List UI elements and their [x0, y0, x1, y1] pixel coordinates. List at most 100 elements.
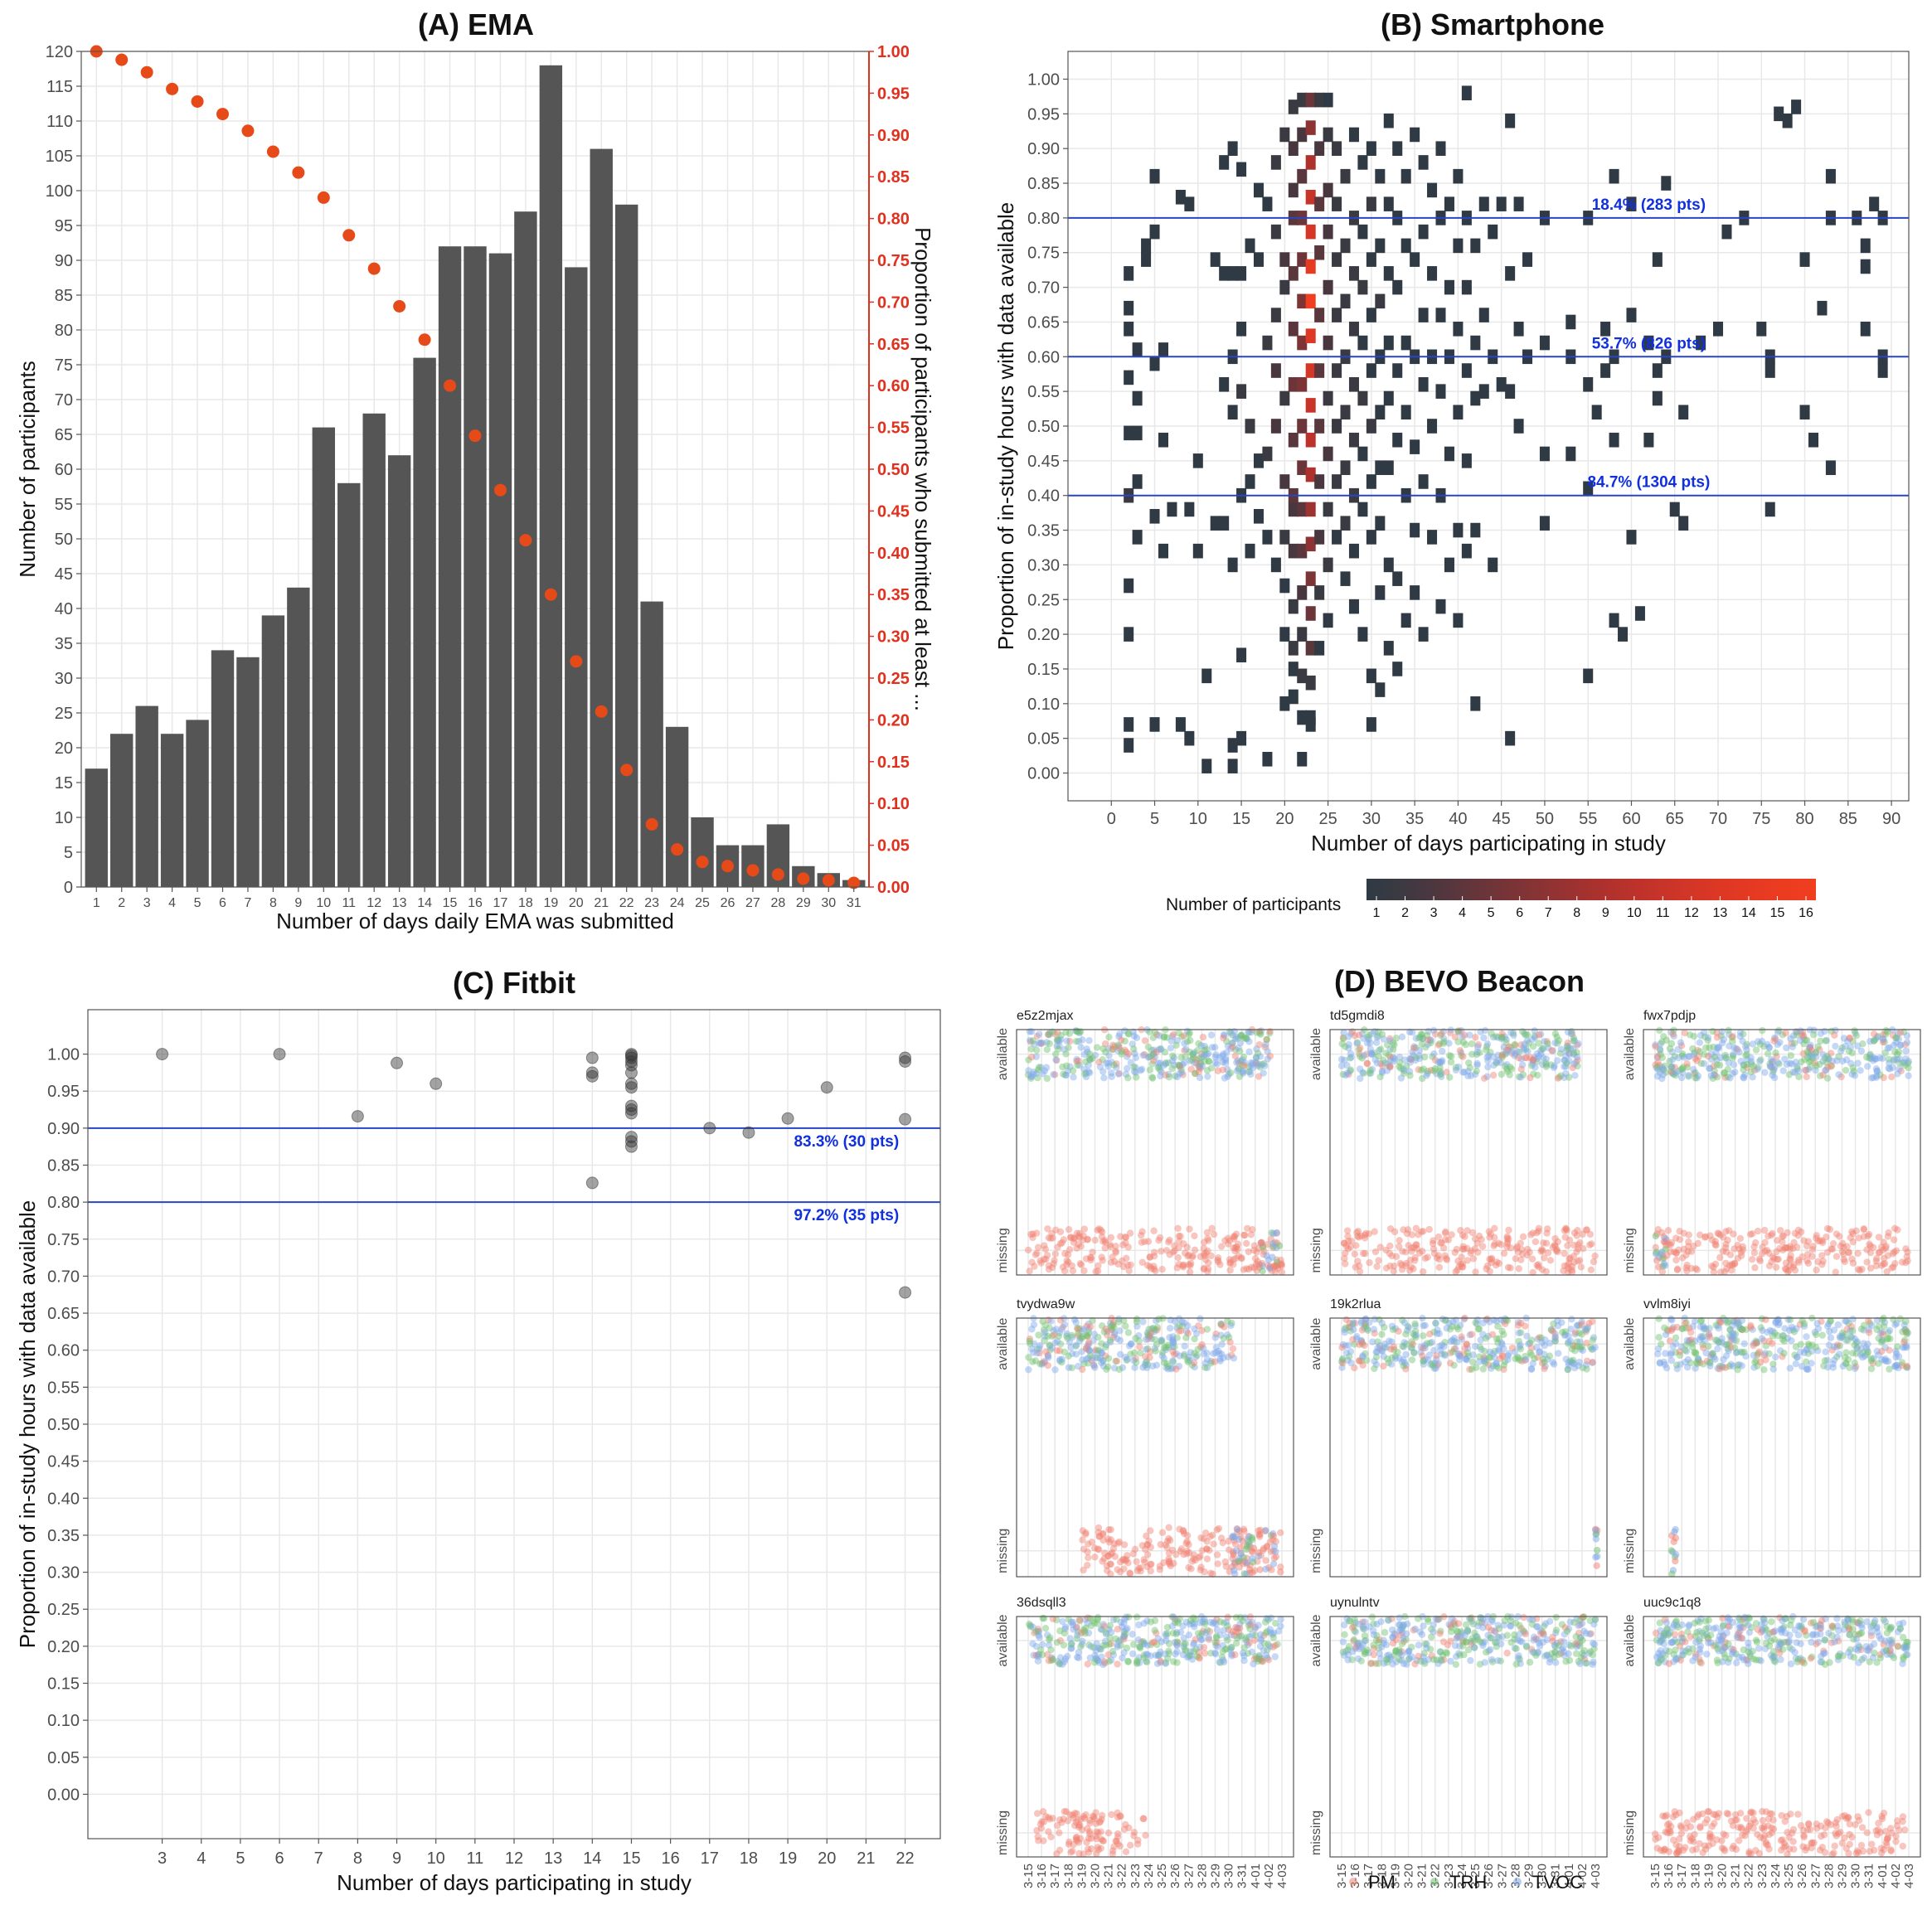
panel-d-missing-point — [1832, 1253, 1841, 1260]
panel-b-heat-cell — [1332, 252, 1342, 267]
panel-d-available-point — [1084, 1660, 1092, 1668]
panel-d-available-point — [1191, 1059, 1198, 1067]
panel-b-y-tick-label: 0.30 — [1027, 556, 1060, 574]
panel-d-available-point — [1872, 1074, 1881, 1081]
panel-d-available-point — [1762, 1316, 1769, 1324]
panel-b-heat-cell — [1496, 376, 1507, 392]
panel-d-available-point — [1875, 1360, 1882, 1367]
panel-d-available-point — [1565, 1332, 1572, 1340]
panel-d-available-point — [1124, 1030, 1133, 1038]
panel-a-x-tick-label: 28 — [770, 896, 785, 910]
panel-a-proportion-point — [367, 262, 381, 275]
panel-d-available-point — [1802, 1066, 1809, 1074]
panel-b-heat-cell — [1366, 419, 1376, 434]
panel-d-available-point — [1468, 1365, 1476, 1373]
panel-d-missing-point — [1818, 1252, 1826, 1259]
panel-d-missing-point — [1231, 1567, 1238, 1574]
panel-d-available-point — [1702, 1349, 1710, 1357]
panel-d-available-point — [1835, 1071, 1842, 1079]
panel-d-available-point — [1148, 1074, 1156, 1081]
panel-b-heat-cell — [1583, 668, 1594, 684]
panel-b-heat-cell — [1314, 419, 1325, 434]
panel-b-x-tick-label: 0 — [1107, 810, 1116, 828]
panel-d-missing-point — [1803, 1257, 1811, 1264]
panel-a-y2-tick-label: 0.25 — [877, 670, 910, 688]
panel-d-available-point — [1734, 1366, 1741, 1374]
panel-b-heat-cell — [1288, 266, 1299, 281]
panel-c-x-tick-label: 18 — [740, 1849, 758, 1868]
panel-d-missing-point — [1188, 1253, 1197, 1261]
panel-d-missing-point — [1105, 1525, 1113, 1534]
panel-d-available-point — [1266, 1030, 1274, 1037]
panel-a-y2-tick-label: 0.55 — [877, 419, 910, 438]
panel-b-heat-cell — [1297, 168, 1308, 184]
panel-d-missing-point — [1448, 1231, 1455, 1238]
panel-d-available-point — [1032, 1053, 1041, 1060]
panel-d-missing-point — [1888, 1264, 1896, 1272]
panel-d-missing-point — [1672, 1256, 1680, 1264]
panel-d-available-point — [1468, 1040, 1476, 1048]
panel-d-missing-point — [1144, 1238, 1153, 1245]
panel-b-heat-cell — [1375, 238, 1386, 254]
panel-d-available-point — [1061, 1655, 1070, 1663]
panel-b-heat-cell — [1332, 419, 1342, 434]
panel-d-missing-point — [1875, 1248, 1882, 1257]
panel-d-available-point — [1233, 1067, 1241, 1075]
panel-d-y-label-missing: missing — [996, 1529, 1010, 1573]
panel-b-heat-cell — [1132, 530, 1143, 545]
panel-d-available-point — [1743, 1050, 1750, 1058]
panel-d-missing-point — [1191, 1232, 1198, 1240]
panel-d-available-point — [1064, 1067, 1071, 1075]
panel-b-gridlines — [1068, 51, 1909, 801]
panel-d-missing-point — [1064, 1251, 1072, 1258]
panel-a-x-tick-label: 21 — [594, 896, 609, 910]
panel-d-missing-point — [1880, 1238, 1887, 1246]
panel-d-missing-point — [1165, 1524, 1172, 1531]
panel-c-threshold-label: 97.2% (35 pts) — [794, 1207, 899, 1224]
panel-d-missing-point — [1504, 1263, 1512, 1271]
panel-d-available-point — [1458, 1333, 1465, 1340]
panel-d-missing-point — [1240, 1527, 1248, 1535]
panel-d-available-point — [1500, 1361, 1508, 1369]
panel-d-available-point — [1105, 1641, 1114, 1648]
panel-d-available-point — [1247, 1070, 1255, 1079]
panel-d-available-point — [1431, 1064, 1439, 1073]
panel-d-available-point — [1239, 1068, 1247, 1076]
panel-c-x-tick-label: 21 — [857, 1849, 875, 1868]
panel-a-y-tick-label: 95 — [55, 217, 73, 235]
panel-d-available-point — [1178, 1060, 1187, 1069]
panel-d-missing-point — [1174, 1253, 1182, 1262]
panel-d-available-point — [1163, 1623, 1172, 1631]
panel-d-available-point — [1191, 1049, 1198, 1056]
panel-d-available-point — [1831, 1031, 1838, 1039]
panel-b-heat-cell — [1297, 751, 1308, 767]
panel-d-available-point — [1895, 1353, 1903, 1360]
panel-d-available-point — [1443, 1325, 1450, 1332]
panel-d-available-point — [1720, 1035, 1728, 1044]
panel-d-available-point — [1195, 1054, 1203, 1063]
panel-b-heat-cell — [1297, 419, 1308, 434]
panel-a-bar — [211, 650, 235, 887]
panel-d-missing-point — [1079, 1236, 1087, 1244]
panel-d-available-point — [1571, 1347, 1579, 1355]
panel-d-available-point — [1792, 1360, 1799, 1368]
panel-b-heat-cell — [1505, 384, 1516, 399]
panel-d-available-point — [1266, 1052, 1274, 1060]
panel-d-missing-point — [1204, 1265, 1212, 1272]
panel-d-missing-point — [1084, 1561, 1091, 1569]
panel-d-available-point — [1462, 1041, 1469, 1049]
panel-d-available-point — [1227, 1045, 1235, 1053]
panel-d-available-point — [1084, 1331, 1091, 1340]
panel-b-heat-cell — [1357, 279, 1368, 295]
panel-d-available-point — [1061, 1045, 1068, 1054]
panel-d-available-point — [1124, 1064, 1131, 1073]
panel-c-point — [273, 1048, 286, 1061]
panel-d-available-point — [1146, 1028, 1153, 1036]
panel-c-y-tick-label: 0.85 — [47, 1157, 80, 1175]
panel-d-available-point — [1803, 1346, 1810, 1354]
panel-b-heat-cell — [1245, 238, 1255, 254]
panel-d-available-point — [1873, 1326, 1881, 1334]
panel-d-missing-point — [1491, 1224, 1498, 1232]
panel-c-gridlines — [88, 1010, 940, 1839]
panel-d-missing-point — [1177, 1233, 1184, 1240]
